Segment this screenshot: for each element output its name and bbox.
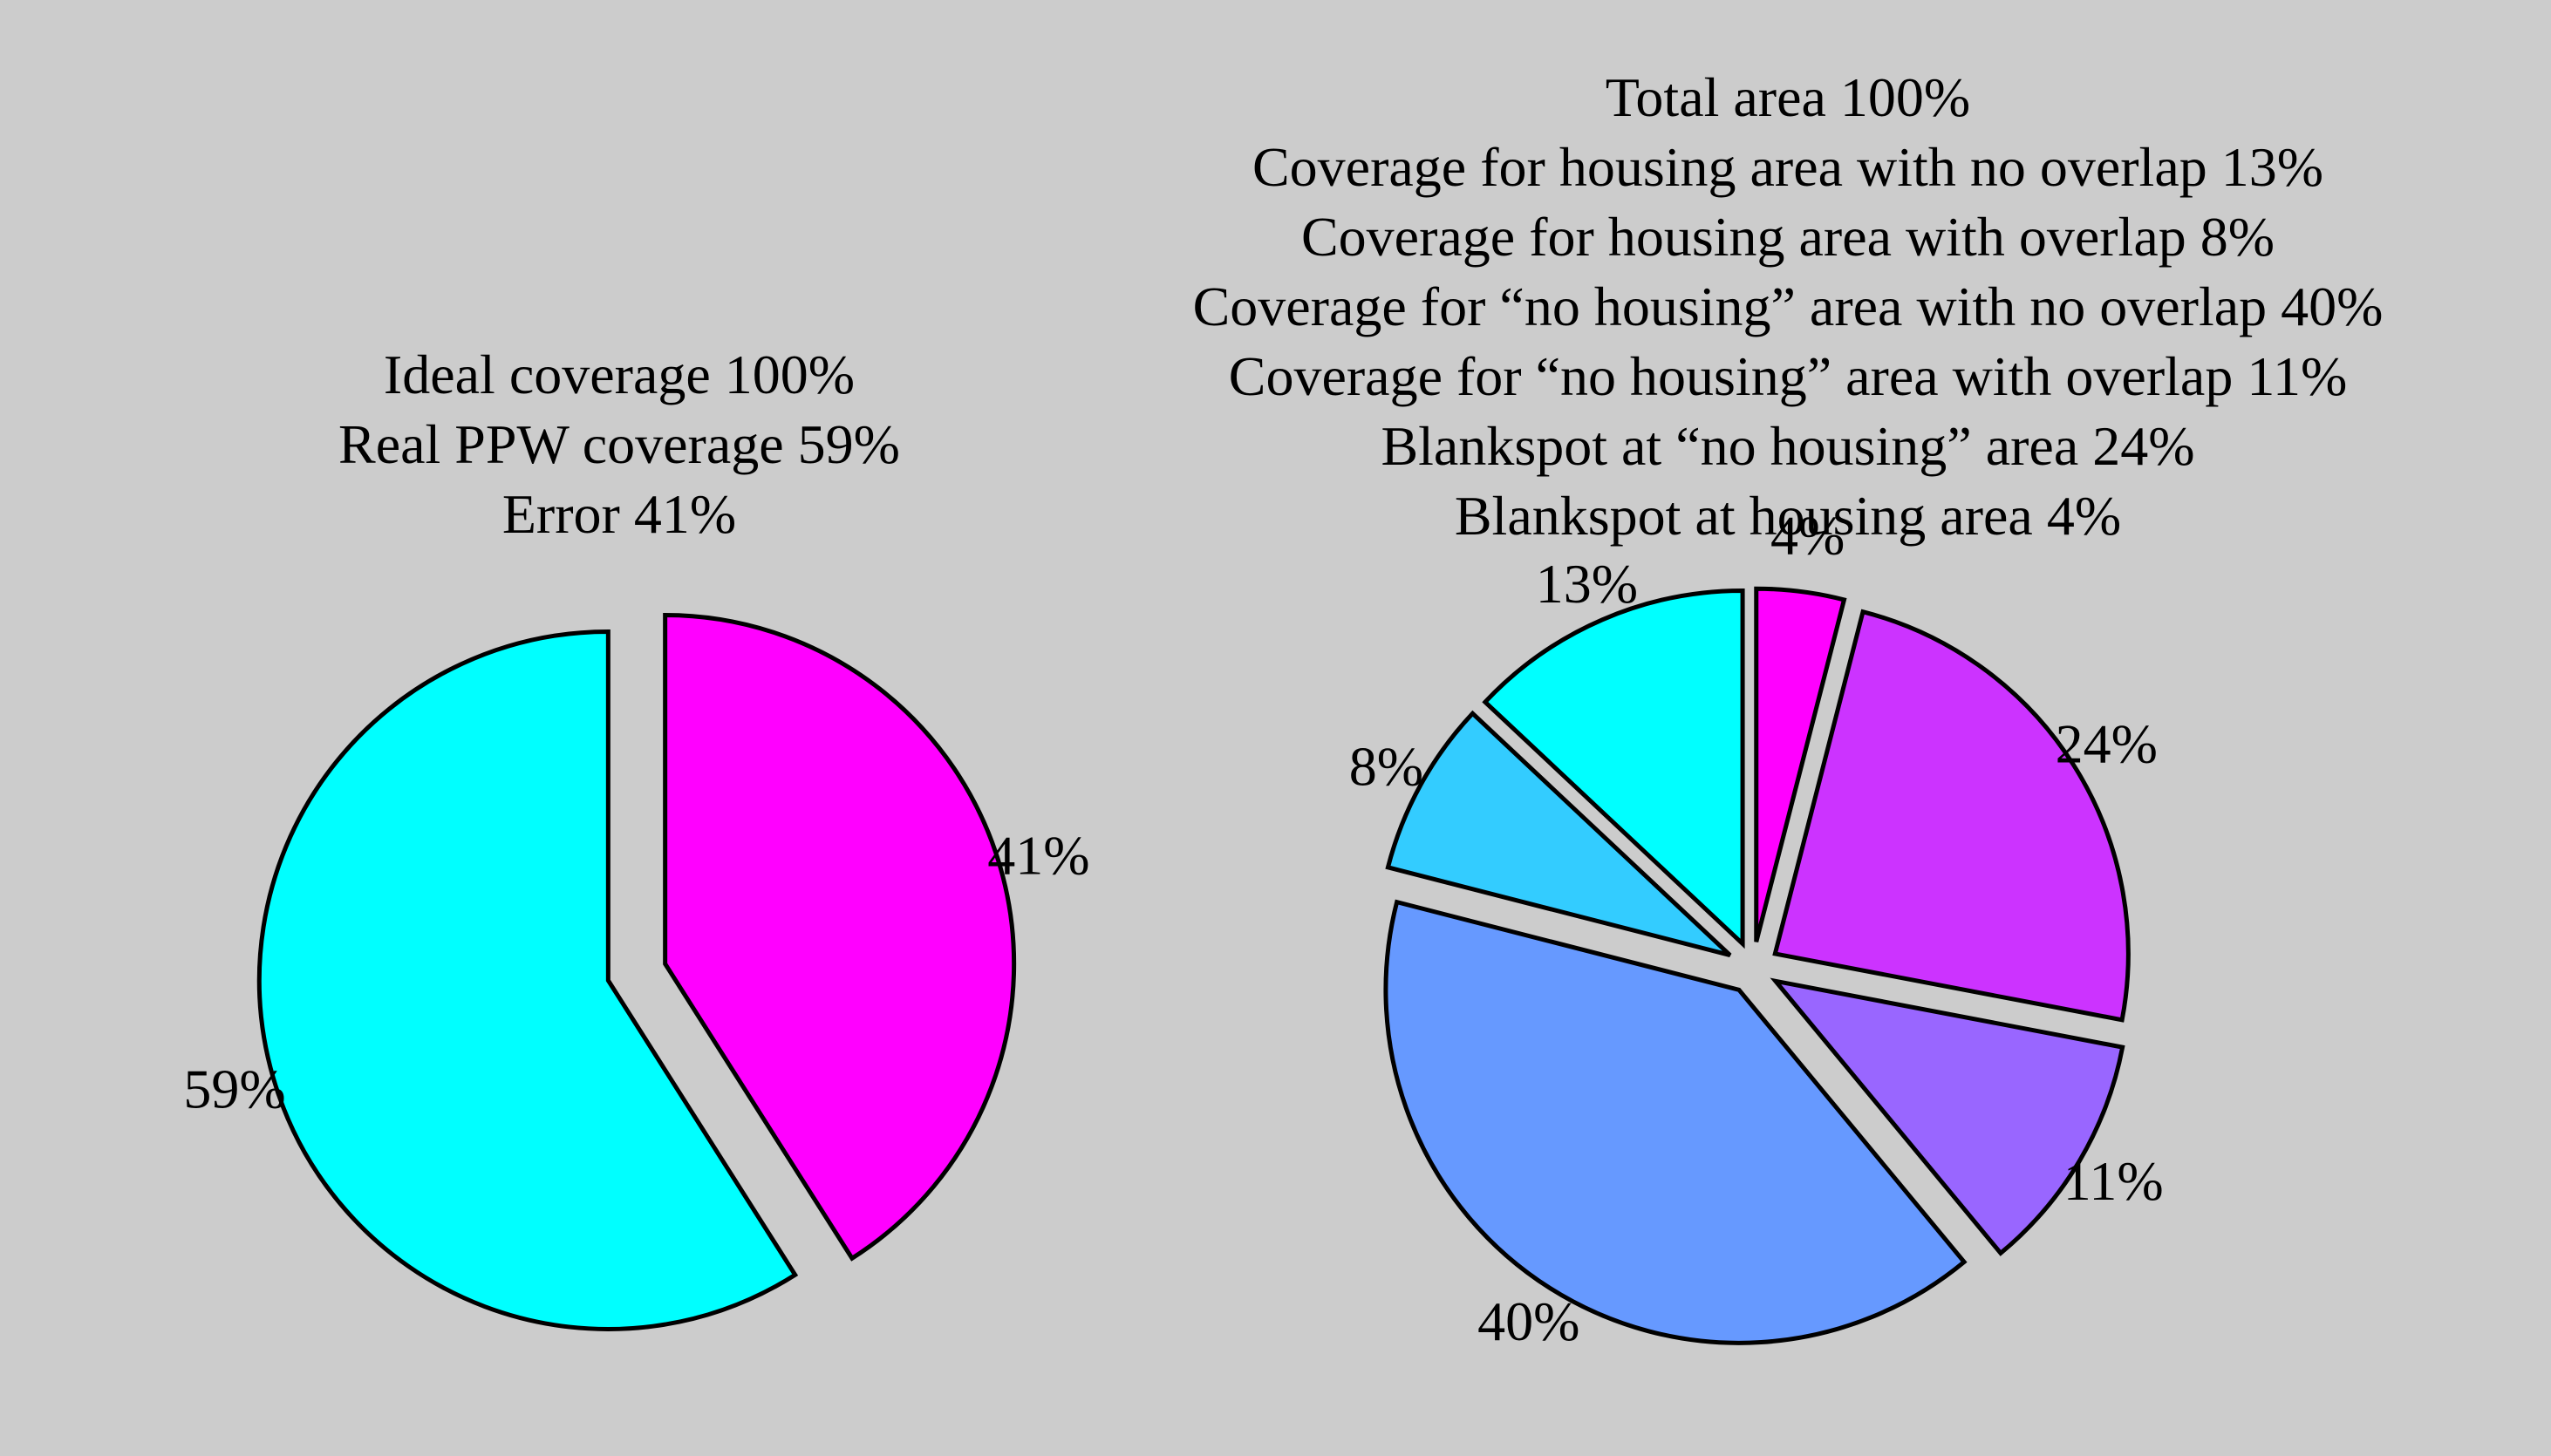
left-caption-line: Ideal coverage 100%	[383, 344, 856, 405]
right-pie-slice-0	[1754, 586, 1847, 942]
right-caption-line: Blankspot at housing area 4%	[1454, 485, 2122, 547]
right-pie-slice-label: 24%	[2056, 712, 2158, 774]
right-pie-slice-label: 8%	[1349, 735, 1423, 797]
left-pie-slice-label: 59%	[183, 1058, 285, 1119]
left-pie-slice-1	[256, 629, 799, 1331]
right-pie: 4% 24% 11% 40% 8% 13%	[1349, 504, 2164, 1351]
left-caption-line: Real PPW coverage 59%	[338, 413, 900, 475]
right-caption-line: Coverage for housing area with no overla…	[1252, 136, 2324, 198]
right-pie-slice-label: 13%	[1536, 553, 1638, 615]
right-caption-line: Coverage for housing area with overlap 8…	[1300, 206, 2275, 268]
right-caption-line: Blankspot at “no housing” area 24%	[1381, 415, 2195, 477]
right-pie-caption: Total area 100% Coverage for housing are…	[1073, 63, 2503, 551]
right-caption-line: Coverage for “no housing” area with over…	[1228, 345, 2348, 407]
right-pie-slice-5	[1482, 588, 1745, 949]
left-pie-caption: Ideal coverage 100% Real PPW coverage 59…	[270, 340, 968, 549]
right-caption-line: Coverage for “no housing” area with no o…	[1192, 276, 2384, 337]
right-pie-slice-1	[1772, 609, 2131, 1023]
right-pie-slice-3	[1383, 899, 1968, 1345]
right-pie-slice-label: 11%	[2063, 1150, 2164, 1212]
left-pie-slice-0	[663, 613, 1017, 1262]
right-pie-slice-label: 40%	[1477, 1290, 1579, 1352]
right-caption-line: Total area 100%	[1605, 66, 1971, 128]
right-pie-slice-label: 4%	[1770, 504, 1845, 566]
left-pie: 41% 59%	[183, 613, 1090, 1331]
left-caption-line: Error 41%	[501, 483, 737, 545]
right-pie-slice-2	[1770, 977, 2125, 1256]
left-pie-slice-label: 41%	[987, 825, 1089, 887]
right-pie-slice-4	[1385, 710, 1732, 957]
